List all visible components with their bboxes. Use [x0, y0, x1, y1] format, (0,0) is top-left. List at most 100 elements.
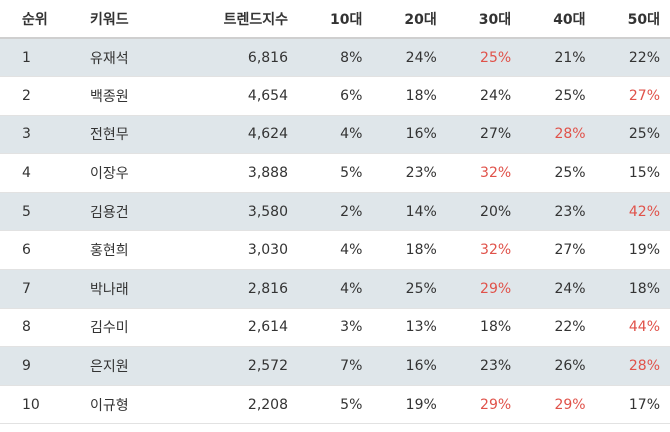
age50-cell: 25%	[595, 115, 670, 155]
age10-cell: 6%	[298, 76, 373, 116]
age30-column-header: 30대	[446, 0, 522, 39]
age50-cell: 19%	[595, 230, 670, 271]
age40-cell: 22%	[521, 308, 596, 348]
age30-cell: 29%	[446, 269, 522, 309]
age40-cell: 23%	[521, 192, 596, 232]
rank-cell: 5	[0, 192, 70, 232]
age40-cell: 29%	[521, 385, 596, 425]
age30-cell: 32%	[446, 153, 522, 193]
age20-cell: 16%	[372, 115, 447, 155]
header-row: 순위 키워드 트렌드지수 10대 20대 30대 40대 50대	[0, 0, 670, 39]
rank-cell: 4	[0, 153, 70, 193]
keyword-cell: 홍현희	[70, 230, 188, 271]
age20-cell: 14%	[372, 192, 447, 232]
age50-cell: 42%	[595, 192, 670, 232]
age20-cell: 24%	[372, 38, 447, 78]
table-header: 순위 키워드 트렌드지수 10대 20대 30대 40대 50대	[0, 0, 670, 39]
trend-index-column-header: 트렌드지수	[188, 0, 298, 39]
age20-cell: 18%	[372, 230, 447, 271]
age50-cell: 44%	[595, 308, 670, 348]
rank-cell: 1	[0, 38, 70, 78]
table-row: 1 유재석 6,816 8% 24% 25% 21% 22%	[0, 38, 670, 78]
rank-cell: 2	[0, 76, 70, 116]
age10-cell: 4%	[298, 115, 373, 155]
age30-cell: 20%	[446, 192, 522, 232]
trend-index-cell: 2,572	[188, 346, 298, 386]
table-row: 4 이장우 3,888 5% 23% 32% 25% 15%	[0, 153, 670, 193]
keyword-cell: 전현무	[70, 115, 188, 155]
age20-cell: 25%	[372, 269, 447, 309]
age30-cell: 32%	[446, 230, 522, 271]
age10-cell: 5%	[298, 153, 373, 193]
age30-cell: 18%	[446, 308, 522, 348]
table-row: 9 은지원 2,572 7% 16% 23% 26% 28%	[0, 346, 670, 386]
trend-index-cell: 2,816	[188, 269, 298, 309]
rank-cell: 3	[0, 115, 70, 155]
age10-cell: 8%	[298, 38, 373, 78]
age50-column-header: 50대	[595, 0, 670, 39]
age10-cell: 2%	[298, 192, 373, 232]
age40-cell: 25%	[521, 76, 596, 116]
rank-cell: 6	[0, 230, 70, 271]
rank-cell: 10	[0, 385, 70, 425]
age40-cell: 28%	[521, 115, 596, 155]
age50-cell: 18%	[595, 269, 670, 309]
trend-index-cell: 3,888	[188, 153, 298, 193]
age30-cell: 24%	[446, 76, 522, 116]
age30-cell: 25%	[446, 38, 522, 78]
trend-index-cell: 4,624	[188, 115, 298, 155]
keyword-cell: 은지원	[70, 346, 188, 386]
age40-cell: 21%	[521, 38, 596, 78]
age10-column-header: 10대	[298, 0, 373, 39]
trend-index-cell: 4,654	[188, 76, 298, 116]
table-row: 5 김용건 3,580 2% 14% 20% 23% 42%	[0, 192, 670, 232]
table-row: 3 전현무 4,624 4% 16% 27% 28% 25%	[0, 115, 670, 155]
age30-cell: 27%	[446, 115, 522, 155]
age10-cell: 5%	[298, 385, 373, 425]
trend-index-cell: 2,208	[188, 385, 298, 425]
keyword-cell: 박나래	[70, 269, 188, 309]
age40-column-header: 40대	[521, 0, 596, 39]
age30-cell: 29%	[446, 385, 522, 425]
age20-cell: 16%	[372, 346, 447, 386]
age40-cell: 24%	[521, 269, 596, 309]
age50-cell: 15%	[595, 153, 670, 193]
age10-cell: 3%	[298, 308, 373, 348]
age30-cell: 23%	[446, 346, 522, 386]
table-row: 2 백종원 4,654 6% 18% 24% 25% 27%	[0, 76, 670, 116]
age20-cell: 19%	[372, 385, 447, 425]
age40-cell: 26%	[521, 346, 596, 386]
trend-index-cell: 6,816	[188, 38, 298, 78]
table-row: 8 김수미 2,614 3% 13% 18% 22% 44%	[0, 308, 670, 348]
table-body: 1 유재석 6,816 8% 24% 25% 21% 22% 2 백종원 4,6…	[0, 38, 670, 425]
age10-cell: 4%	[298, 230, 373, 271]
table-row: 10 이규형 2,208 5% 19% 29% 29% 17%	[0, 385, 670, 425]
age10-cell: 7%	[298, 346, 373, 386]
table-row: 6 홍현희 3,030 4% 18% 32% 27% 19%	[0, 230, 670, 271]
trend-index-cell: 2,614	[188, 308, 298, 348]
keyword-cell: 이규형	[70, 385, 188, 425]
age50-cell: 27%	[595, 76, 670, 116]
age20-cell: 13%	[372, 308, 447, 348]
rank-cell: 7	[0, 269, 70, 309]
age10-cell: 4%	[298, 269, 373, 309]
keyword-cell: 김수미	[70, 308, 188, 348]
trend-index-cell: 3,580	[188, 192, 298, 232]
age50-cell: 28%	[595, 346, 670, 386]
keyword-cell: 백종원	[70, 76, 188, 116]
age40-cell: 25%	[521, 153, 596, 193]
age20-cell: 23%	[372, 153, 447, 193]
trend-index-cell: 3,030	[188, 230, 298, 271]
rank-column-header: 순위	[0, 0, 70, 39]
table-row: 7 박나래 2,816 4% 25% 29% 24% 18%	[0, 269, 670, 309]
keyword-cell: 김용건	[70, 192, 188, 232]
rank-cell: 8	[0, 308, 70, 348]
age50-cell: 22%	[595, 38, 670, 78]
age40-cell: 27%	[521, 230, 596, 271]
age20-cell: 18%	[372, 76, 447, 116]
age20-column-header: 20대	[372, 0, 447, 39]
rank-cell: 9	[0, 346, 70, 386]
keyword-column-header: 키워드	[70, 0, 188, 39]
age50-cell: 17%	[595, 385, 670, 425]
